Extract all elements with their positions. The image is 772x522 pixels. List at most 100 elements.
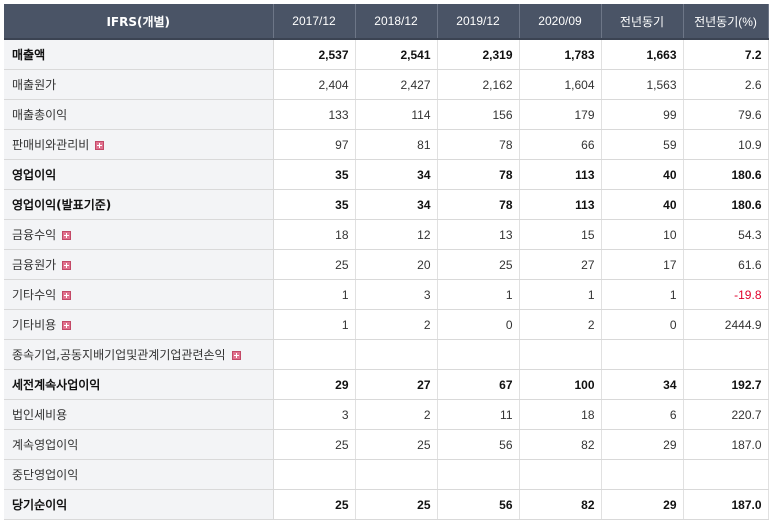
- row-label: 법인세비용: [12, 408, 68, 422]
- row-label-cell: 금융수익: [4, 219, 274, 250]
- header-col-prev-period: 전년동기: [601, 4, 684, 40]
- value-cell: 2,427: [355, 69, 438, 100]
- value-cell: 220.7: [683, 399, 769, 430]
- value-cell: 67: [437, 369, 520, 400]
- table-body: 매출액 2,537 2,541 2,319 1,783 1,663 7.2 매출원가 2,404…: [4, 39, 769, 520]
- table-row: 영업이익(발표기준) 35 34 78 113 40 180.6: [4, 189, 769, 220]
- value-cell: 27: [355, 369, 438, 400]
- expand-plus-icon[interactable]: [62, 321, 72, 330]
- value-cell: [273, 459, 356, 490]
- value-cell: [437, 339, 520, 370]
- value-cell: 61.6: [683, 249, 769, 280]
- value-cell: [519, 339, 602, 370]
- row-label: 세전계속사업이익: [12, 378, 101, 392]
- value-cell: 1,563: [601, 69, 684, 100]
- table-row: 매출액 2,537 2,541 2,319 1,783 1,663 7.2: [4, 39, 769, 70]
- value-cell: 2,319: [437, 39, 520, 70]
- value-cell: 29: [601, 429, 684, 460]
- value-cell: 17: [601, 249, 684, 280]
- value-cell: [683, 459, 769, 490]
- table-header-row: IFRS(개별) 2017/12 2018/12 2019/12 2020/09…: [4, 4, 769, 40]
- value-cell: 18: [519, 399, 602, 430]
- table-row: 영업이익 35 34 78 113 40 180.6: [4, 159, 769, 190]
- value-cell: 78: [437, 159, 520, 190]
- value-cell: 192.7: [683, 369, 769, 400]
- row-label: 매출원가: [12, 78, 57, 92]
- value-cell: 66: [519, 129, 602, 160]
- value-cell: [601, 459, 684, 490]
- row-label: 중단영업이익: [12, 468, 79, 482]
- row-label: 매출액: [12, 48, 46, 62]
- table-row: 금융원가 25 20 25 27 17 61.6: [4, 249, 769, 280]
- expand-plus-icon[interactable]: [95, 141, 105, 150]
- value-cell: [355, 459, 438, 490]
- value-cell: 40: [601, 159, 684, 190]
- table-row: 기타수익 1 3 1 1 1 -19.8: [4, 279, 769, 310]
- expand-plus-icon[interactable]: [62, 291, 72, 300]
- value-cell: 3: [273, 399, 356, 430]
- value-cell: 2,537: [273, 39, 356, 70]
- row-label-cell: 영업이익: [4, 159, 274, 190]
- value-cell: 35: [273, 189, 356, 220]
- value-cell: 81: [355, 129, 438, 160]
- value-cell: 7.2: [683, 39, 769, 70]
- row-label: 당기순이익: [12, 498, 68, 512]
- value-cell: 29: [273, 369, 356, 400]
- value-cell: 25: [355, 489, 438, 520]
- header-col-2019: 2019/12: [437, 4, 520, 40]
- value-cell: 56: [437, 489, 520, 520]
- value-cell: 1,604: [519, 69, 602, 100]
- table-row: 세전계속사업이익 29 27 67 100 34 192.7: [4, 369, 769, 400]
- table-row: 법인세비용 3 2 11 18 6 220.7: [4, 399, 769, 430]
- value-cell: 34: [355, 189, 438, 220]
- value-cell: 10: [601, 219, 684, 250]
- table-row: 기타비용 1 2 0 2 0 2444.9: [4, 309, 769, 340]
- value-cell: 29: [601, 489, 684, 520]
- expand-plus-icon[interactable]: [231, 351, 241, 360]
- value-cell: 6: [601, 399, 684, 430]
- value-cell: 25: [355, 429, 438, 460]
- row-label: 판매비와관리비: [12, 138, 90, 152]
- value-cell: 1,663: [601, 39, 684, 70]
- value-cell: 0: [437, 309, 520, 340]
- value-cell: 11: [437, 399, 520, 430]
- value-cell: 12: [355, 219, 438, 250]
- row-label-cell: 매출총이익: [4, 99, 274, 130]
- value-cell: 100: [519, 369, 602, 400]
- value-cell: 78: [437, 189, 520, 220]
- value-cell: 40: [601, 189, 684, 220]
- value-cell: 1: [519, 279, 602, 310]
- value-cell: 27: [519, 249, 602, 280]
- row-label-cell: 종속기업,공동지배기업및관계기업관련손익: [4, 339, 274, 370]
- value-cell: 3: [355, 279, 438, 310]
- value-cell: -19.8: [683, 279, 769, 310]
- row-label: 기타수익: [12, 288, 57, 302]
- value-cell: 114: [355, 99, 438, 130]
- value-cell: 78: [437, 129, 520, 160]
- row-label-cell: 법인세비용: [4, 399, 274, 430]
- value-cell: 56: [437, 429, 520, 460]
- row-label: 금융수익: [12, 228, 57, 242]
- header-ifrs: IFRS(개별): [4, 4, 274, 40]
- value-cell: 13: [437, 219, 520, 250]
- value-cell: [683, 339, 769, 370]
- table-row: 매출총이익 133 114 156 179 99 79.6: [4, 99, 769, 130]
- header-col-2020-09: 2020/09: [519, 4, 602, 40]
- value-cell: 187.0: [683, 429, 769, 460]
- expand-plus-icon[interactable]: [62, 231, 72, 240]
- table-row: 당기순이익 25 25 56 82 29 187.0: [4, 489, 769, 520]
- value-cell: 180.6: [683, 159, 769, 190]
- header-col-prev-period-pct: 전년동기(%): [683, 4, 769, 40]
- value-cell: 18: [273, 219, 356, 250]
- row-label-cell: 기타비용: [4, 309, 274, 340]
- row-label-cell: 매출액: [4, 39, 274, 70]
- row-label: 종속기업,공동지배기업및관계기업관련손익: [12, 348, 226, 362]
- row-label-cell: 판매비와관리비: [4, 129, 274, 160]
- value-cell: 2.6: [683, 69, 769, 100]
- value-cell: 59: [601, 129, 684, 160]
- value-cell: 0: [601, 309, 684, 340]
- row-label: 영업이익(발표기준): [12, 198, 112, 212]
- expand-plus-icon[interactable]: [62, 261, 72, 270]
- table-row: 금융수익 18 12 13 15 10 54.3: [4, 219, 769, 250]
- table-row: 중단영업이익: [4, 459, 769, 490]
